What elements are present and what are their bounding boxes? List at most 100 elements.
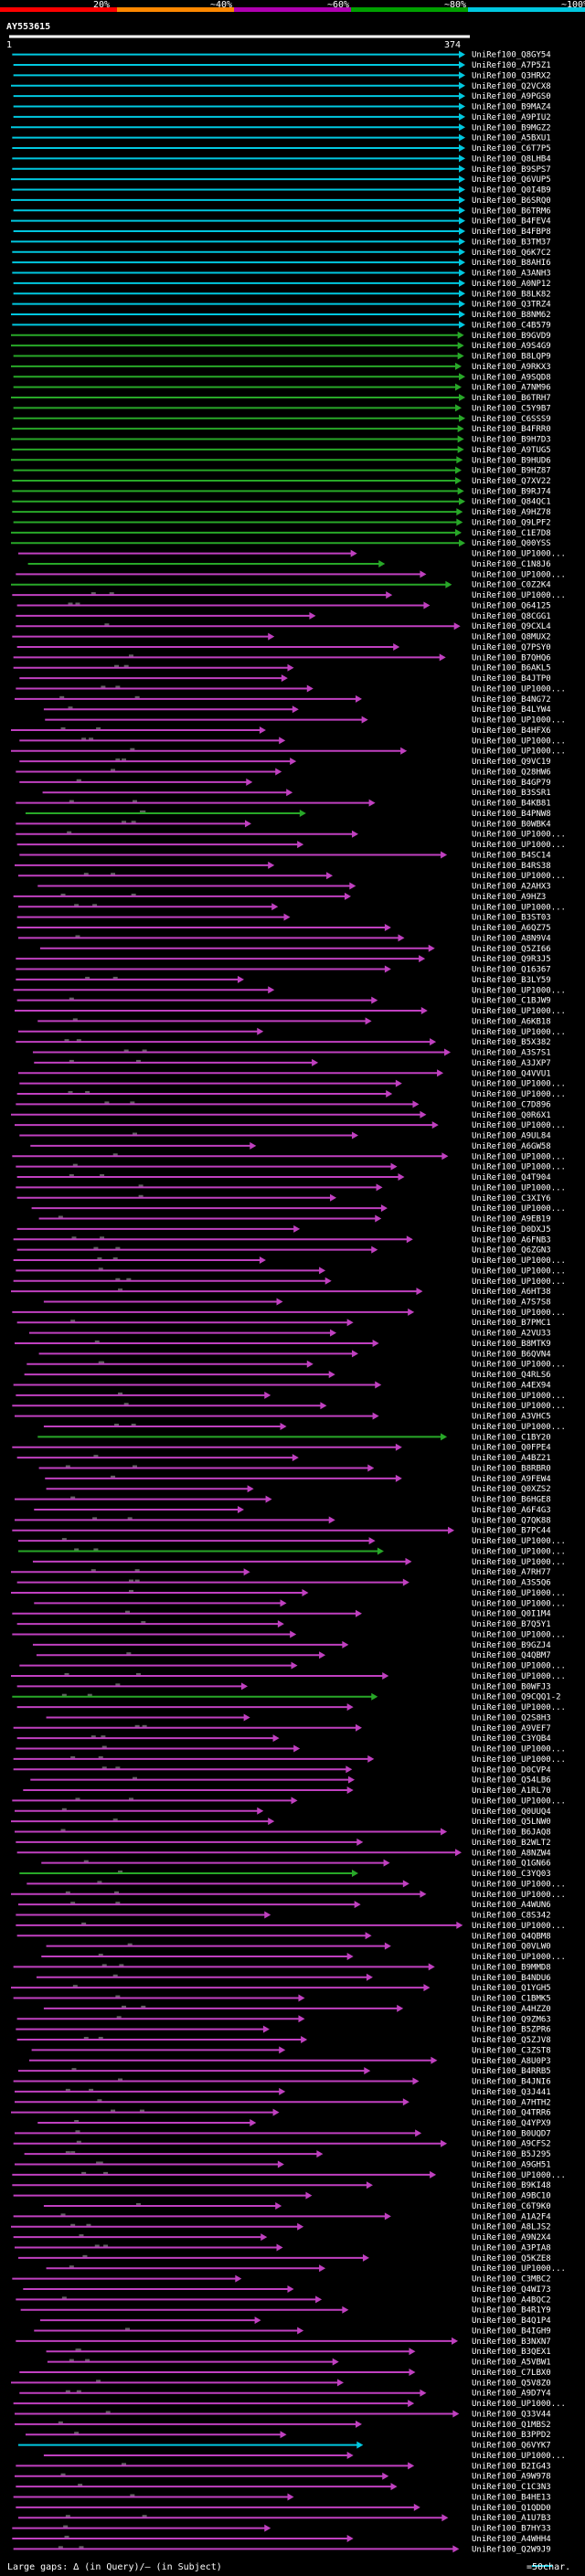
hit-label: UniRef100_B8NM62 — [472, 311, 551, 320]
hit-label: UniRef100_UP1000... — [472, 1028, 566, 1037]
hit-arrow — [279, 2046, 286, 2054]
hit-label: UniRef100_UP1000... — [472, 550, 566, 559]
gap-marker — [63, 2525, 69, 2528]
hit-arrow — [328, 1371, 335, 1379]
hit-arrow — [382, 1671, 389, 1680]
hit-arrow — [268, 861, 275, 869]
hit-label: UniRef100_B3TM37 — [472, 238, 551, 247]
hit-arrow — [337, 2379, 345, 2387]
hit-arrow — [431, 1121, 439, 1129]
hit-label: UniRef100_UP1000... — [472, 1672, 566, 1681]
hit-label: UniRef100_UP1000... — [472, 1392, 566, 1401]
hit-label: UniRef100_A7HTH2 — [472, 2098, 551, 2107]
hit-label: UniRef100_UP1000... — [472, 1080, 566, 1089]
hit-arrow — [268, 1818, 275, 1826]
hit-arrow — [298, 2015, 305, 2023]
gap-marker — [138, 1194, 144, 1198]
hit-label: UniRef100_Q4QBM8 — [472, 1932, 551, 1941]
hit-label: UniRef100_B9SPS7 — [472, 165, 551, 175]
identity-scale-segment — [351, 7, 468, 12]
hit-arrow — [457, 331, 464, 339]
gap-marker — [70, 2151, 76, 2155]
hit-arrow — [420, 1007, 428, 1015]
hit-label: UniRef100_Q4YPX9 — [472, 2119, 551, 2128]
hit-arrow — [459, 311, 465, 319]
hit-label: UniRef100_A9HZ3 — [472, 893, 546, 902]
gap-marker — [142, 1724, 147, 1728]
hit-label: UniRef100_Q4VVU1 — [472, 1069, 551, 1078]
hit-label: UniRef100_C7D896 — [472, 1100, 551, 1109]
legend-scale: =50char. — [526, 2562, 571, 2572]
gap-marker — [71, 1236, 77, 1240]
hit-label: UniRef100_B4JNI6 — [472, 2078, 551, 2087]
hit-label: UniRef100_A3PIA8 — [472, 2243, 551, 2253]
hit-label: UniRef100_UP1000... — [472, 1662, 566, 1671]
hit-label: UniRef100_UP1000... — [472, 737, 566, 746]
hit-label: UniRef100_Q84QC1 — [472, 498, 551, 507]
hit-label: UniRef100_A3S5Q6 — [472, 1579, 551, 1588]
hit-arrow — [456, 518, 463, 526]
gap-marker — [69, 800, 74, 803]
hit-arrow — [423, 601, 431, 610]
hit-label: UniRef100_UP1000... — [472, 1953, 566, 1962]
hit-label: UniRef100_B6AKL5 — [472, 664, 551, 673]
hit-arrow — [453, 622, 461, 631]
hit-arrow — [398, 934, 405, 942]
gap-marker — [126, 1277, 132, 1281]
identity-scale-label: ~60% — [327, 0, 349, 10]
hit-label: UniRef100_A9HZ78 — [472, 508, 551, 517]
hit-label: UniRef100_B9KI48 — [472, 2181, 551, 2190]
hit-label: UniRef100_A7NM96 — [472, 384, 551, 393]
hit-arrow — [280, 1599, 287, 1607]
hit-arrow — [240, 1682, 248, 1691]
hit-label: UniRef100_Q0R6X1 — [472, 1111, 551, 1120]
hit-label: UniRef100_Q6VYK7 — [472, 2442, 551, 2451]
hit-arrow — [356, 2441, 364, 2449]
hit-arrow — [243, 1713, 250, 1722]
hit-label: UniRef100_UP1000... — [472, 570, 566, 579]
hit-label: UniRef100_A9BC10 — [472, 2192, 551, 2201]
hit-arrow — [441, 851, 448, 859]
gap-marker — [130, 2494, 135, 2497]
hit-label: UniRef100_B8LQP9 — [472, 353, 551, 362]
hit-label: UniRef100_C7LBX0 — [472, 2369, 551, 2378]
hit-arrow — [250, 2119, 257, 2127]
gap-marker — [96, 2161, 101, 2165]
gap-marker — [68, 706, 73, 710]
identity-scale-label: 20% — [93, 0, 110, 10]
hit-label: UniRef100_B8AHI6 — [472, 259, 551, 268]
gap-marker — [60, 893, 66, 896]
hit-arrow — [384, 924, 391, 932]
hit-label: UniRef100_B9RJ74 — [472, 487, 551, 496]
hit-label: UniRef100_Q0FPE4 — [472, 1444, 551, 1453]
hit-arrow — [306, 1360, 314, 1368]
hit-label: UniRef100_UP1000... — [472, 747, 566, 757]
hit-label: UniRef100_A8LJS2 — [472, 2223, 551, 2232]
gap-marker — [134, 1579, 140, 1583]
hit-label: UniRef100_UP1000... — [472, 1361, 566, 1370]
gap-marker — [118, 1392, 123, 1395]
hit-arrow — [459, 497, 465, 505]
gap-marker — [142, 2515, 147, 2518]
gap-marker — [115, 1246, 121, 1250]
hit-arrow — [305, 2191, 313, 2200]
hit-arrow — [382, 2472, 389, 2480]
hit-label: UniRef100_C0Z2K4 — [472, 581, 551, 590]
hit-arrow — [376, 1183, 383, 1192]
hit-label: UniRef100_A8U0P3 — [472, 2057, 551, 2066]
hit-arrow — [350, 549, 357, 557]
gap-marker — [94, 2244, 100, 2248]
gap-marker — [60, 1829, 66, 1832]
hit-arrow — [287, 663, 294, 672]
hit-label: UniRef100_A9CFS2 — [472, 2140, 551, 2149]
hit-label: UniRef100_UP1000... — [472, 1797, 566, 1806]
hit-arrow — [459, 133, 465, 142]
hit-arrow — [279, 2087, 286, 2095]
gap-marker — [61, 1693, 67, 1697]
hit-arrow — [342, 2306, 349, 2314]
hit-arrow — [409, 2368, 416, 2376]
hit-arrow — [364, 2067, 371, 2075]
hit-label: UniRef100_B9MMD8 — [472, 1963, 551, 1972]
gap-marker — [69, 997, 74, 1001]
gap-marker — [72, 1985, 78, 1988]
